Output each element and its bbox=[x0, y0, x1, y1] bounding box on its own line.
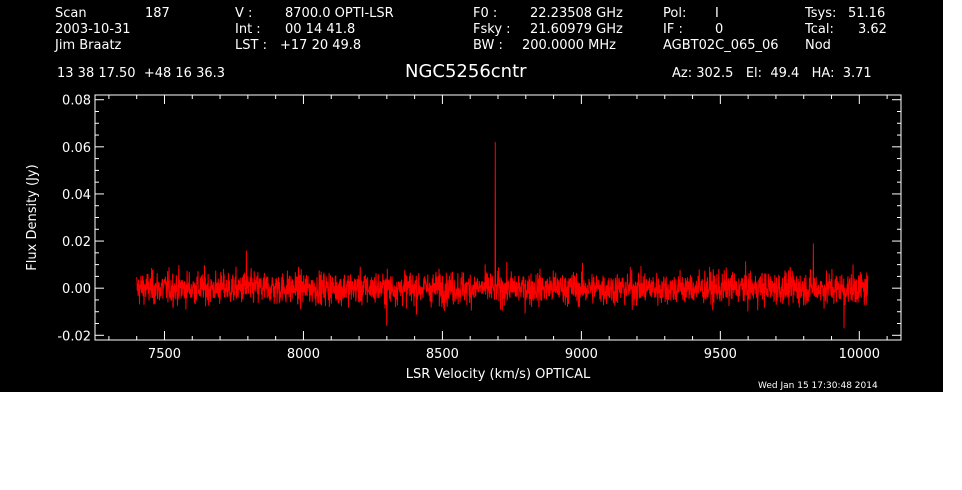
sky-frequency-label: Fsky : bbox=[473, 22, 511, 37]
x-tick-label: 10000 bbox=[839, 347, 880, 362]
y-tick-label: 0.02 bbox=[62, 235, 91, 250]
rest-frequency-label: F0 : bbox=[473, 6, 498, 21]
x-tick-label: 8000 bbox=[287, 347, 320, 362]
integration-value: 00 14 41.8 bbox=[285, 22, 356, 37]
az-el-ha: Az: 302.5 El: 49.4 HA: 3.71 bbox=[672, 66, 872, 81]
plot-panel: Scan 187 2003-10-31 Jim Braatz V : 8700.… bbox=[0, 0, 943, 392]
y-axis-label: Flux Density (Jy) bbox=[25, 164, 40, 270]
if-value: 0 bbox=[715, 22, 724, 37]
integration-label: Int : bbox=[235, 22, 261, 37]
scan-label: Scan bbox=[55, 6, 87, 21]
x-tick-label: 7500 bbox=[148, 347, 181, 362]
tcal-value: 3.62 bbox=[858, 22, 887, 37]
polarization-value: I bbox=[715, 6, 719, 21]
y-tick-label: 0.06 bbox=[62, 141, 91, 156]
y-tick-label: 0.08 bbox=[62, 94, 91, 109]
velocity-value: 8700.0 OPTI-LSR bbox=[285, 6, 394, 21]
y-tick-label: -0.02 bbox=[57, 329, 91, 344]
rest-frequency-value: 22.23508 GHz bbox=[530, 6, 623, 21]
chart-title: NGC5256cntr bbox=[405, 61, 527, 82]
plot-frame bbox=[94, 94, 902, 341]
source-coordinates: 13 38 17.50 +48 16 36.3 bbox=[57, 66, 226, 81]
x-tick-label: 8500 bbox=[426, 347, 459, 362]
bandwidth-label: BW : bbox=[473, 38, 503, 53]
procedure-name: Nod bbox=[805, 38, 831, 53]
y-tick-label: 0.00 bbox=[62, 282, 91, 297]
tsys-value: 51.16 bbox=[848, 6, 886, 21]
velocity-label: V : bbox=[235, 6, 253, 21]
sky-frequency-value: 21.60979 GHz bbox=[530, 22, 623, 37]
if-label: IF : bbox=[663, 22, 683, 37]
spectrum-plot: 7500 8000 8500 9000 9500 10000 -0.02 0.00 0.02 0.… bbox=[25, 94, 902, 382]
bandwidth-value: 200.0000 MHz bbox=[522, 38, 616, 53]
plot-timestamp: Wed Jan 15 17:30:48 2014 bbox=[758, 381, 878, 391]
project-id: AGBT02C_065_06 bbox=[663, 38, 779, 53]
spectrum-line bbox=[136, 142, 869, 329]
observation-date: 2003-10-31 bbox=[55, 22, 131, 37]
tcal-label: Tcal: bbox=[805, 22, 834, 37]
polarization-label: Pol: bbox=[663, 6, 687, 21]
scan-number: 187 bbox=[145, 6, 170, 21]
observer-name: Jim Braatz bbox=[55, 38, 122, 53]
x-tick-label: 9500 bbox=[704, 347, 737, 362]
tsys-label: Tsys: bbox=[805, 6, 837, 21]
x-axis-label: LSR Velocity (km/s) OPTICAL bbox=[406, 367, 591, 382]
lst-label: LST : bbox=[235, 38, 267, 53]
y-tick-label: 0.04 bbox=[62, 188, 91, 203]
x-tick-label: 9000 bbox=[565, 347, 598, 362]
lst-value: +17 20 49.8 bbox=[280, 38, 362, 53]
